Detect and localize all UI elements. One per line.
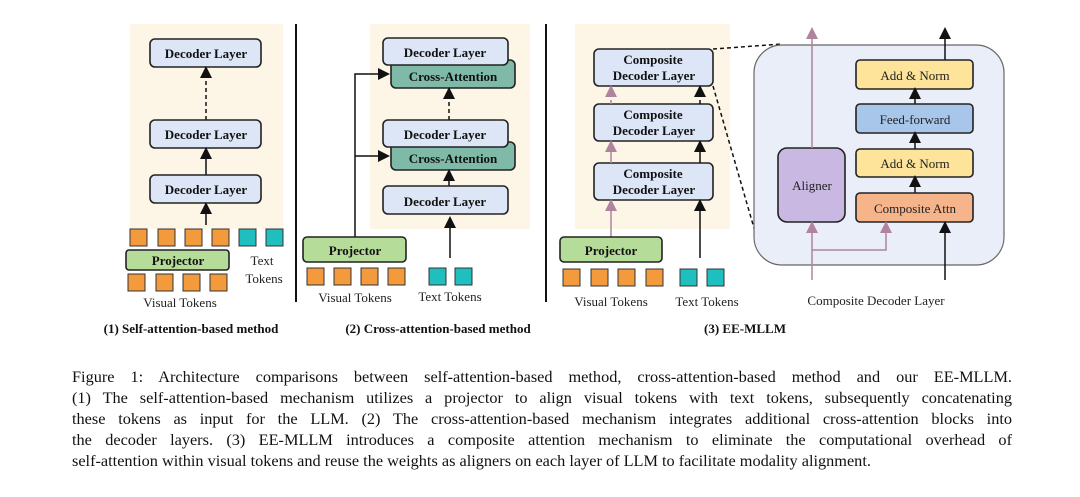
svg-text:Projector: Projector [329,243,382,258]
svg-text:Feed-forward: Feed-forward [880,112,951,127]
token-row [129,228,284,247]
decoder-layer: Decoder Layer [382,119,509,148]
svg-text:Composite Attn: Composite Attn [874,201,956,216]
aligner-block: Aligner [777,147,846,223]
caption-line: self-attention within visual tokens and … [72,451,871,470]
add-norm-block: Add & Norm [855,59,974,90]
svg-text:Aligner: Aligner [792,178,832,193]
add-norm-block: Add & Norm [855,148,974,178]
svg-text:Decoder Layer: Decoder Layer [404,45,487,60]
decoder-layer: Decoder Layer [149,174,262,204]
panel-title: (3) EE-MLLM [704,321,786,336]
feed-forward-block: Feed-forward [855,103,974,134]
svg-text:Composite: Composite [623,107,682,122]
svg-text:Decoder Layer: Decoder Layer [165,46,248,61]
decoder-layer: Decoder Layer [382,37,509,66]
svg-text:Composite: Composite [623,166,682,181]
caption-line: these tokens as input for the LLM. (2) T… [72,409,1012,428]
svg-text:Decoder Layer: Decoder Layer [613,123,696,138]
visual-tokens-label: Visual Tokens [574,294,648,309]
decoder-layer: Decoder Layer [149,38,262,68]
cross-attention: Cross-Attention [390,59,516,89]
composite-attn-block: Composite Attn [855,192,974,223]
caption-line: (1) The self-attention-based mechanism u… [72,388,1012,407]
svg-text:Decoder Layer: Decoder Layer [165,127,248,142]
panel-title: (2) Cross-attention-based method [345,321,531,336]
text-tokens-label: Text Tokens [418,289,481,304]
svg-text:Cross-Attention: Cross-Attention [409,69,498,84]
projector: Projector [125,249,230,271]
token-row [562,268,725,287]
decoder-layer: Decoder Layer [382,185,509,215]
text-tokens-label: Tokens [245,271,282,286]
svg-text:Add & Norm: Add & Norm [880,68,949,83]
text-tokens-label: Text [251,253,274,268]
decoder-layer: Decoder Layer [149,119,262,149]
svg-text:Decoder Layer: Decoder Layer [404,127,487,142]
svg-text:Decoder Layer: Decoder Layer [165,182,248,197]
svg-text:Cross-Attention: Cross-Attention [409,151,498,166]
panel-cross-attention: Cross-Attention Decoder Layer Cross-Atte… [302,24,530,305]
figure-caption: Figure 1: Architecture comparisons betwe… [72,366,1012,471]
svg-text:Add & Norm: Add & Norm [880,156,949,171]
svg-text:Composite: Composite [623,52,682,67]
svg-text:Decoder Layer: Decoder Layer [613,182,696,197]
projector: Projector [302,236,407,263]
visual-tokens [127,273,228,292]
caption-line: the decoder layers. (3) EE-MLLM introduc… [72,430,1012,449]
token-row [306,267,473,286]
svg-text:Projector: Projector [152,253,205,268]
visual-tokens-label: Visual Tokens [318,290,392,305]
svg-text:Projector: Projector [585,243,638,258]
caption-line: Figure 1: Architecture comparisons betwe… [72,367,1012,386]
projector: Projector [559,236,663,263]
svg-text:Decoder Layer: Decoder Layer [404,194,487,209]
visual-tokens-label: Visual Tokens [143,295,217,310]
text-tokens-label: Text Tokens [675,294,738,309]
panel-self-attention: Decoder Layer Decoder Layer Decoder Laye… [125,24,284,310]
composite-decoder-layer-detail: Add & Norm Feed-forward Add & Norm Compo… [753,27,1005,308]
composite-decoder-layer-label: Composite Decoder Layer [807,293,945,308]
svg-text:Decoder Layer: Decoder Layer [613,68,696,83]
panel-title: (1) Self-attention-based method [104,321,280,336]
